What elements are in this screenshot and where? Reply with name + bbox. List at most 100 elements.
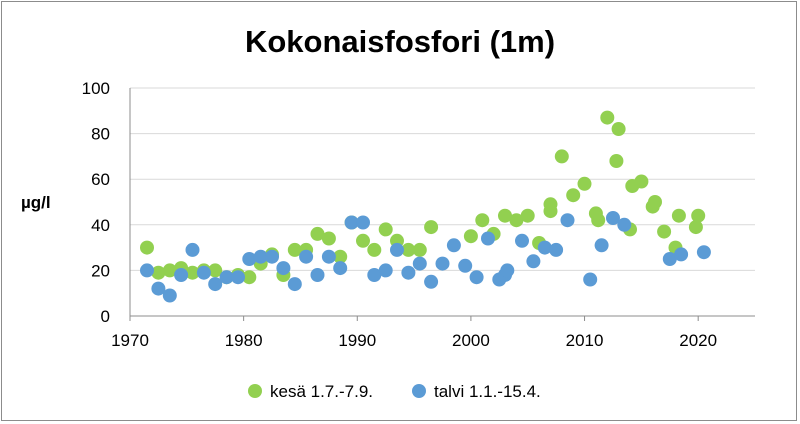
data-point-winter — [219, 270, 234, 285]
data-point-winter — [196, 265, 211, 280]
y-tick-label: 20 — [91, 261, 110, 280]
data-point-summer — [520, 208, 535, 223]
data-point-winter — [435, 256, 450, 271]
data-point-summer — [242, 270, 257, 285]
data-point-summer — [609, 154, 624, 168]
data-point-summer — [591, 213, 606, 228]
legend-label-summer: kesä 1.7.-7.9. — [270, 382, 373, 401]
data-point-winter — [321, 249, 336, 264]
data-point-winter — [446, 238, 461, 253]
x-tick-label: 1970 — [111, 331, 149, 350]
x-tick-label: 2020 — [679, 331, 717, 350]
x-tick-label: 2000 — [452, 331, 490, 350]
data-point-summer — [367, 242, 382, 257]
data-point-summer — [208, 263, 223, 278]
data-point-summer — [475, 213, 490, 228]
data-point-winter — [583, 272, 598, 287]
data-point-summer — [140, 240, 154, 255]
data-point-winter — [560, 213, 575, 228]
data-point-winter — [617, 217, 632, 232]
data-point-winter — [276, 261, 291, 276]
data-point-summer — [498, 208, 512, 223]
data-point-winter — [390, 242, 404, 257]
x-tick-label: 2010 — [566, 331, 604, 350]
data-point-winter — [185, 242, 200, 257]
data-point-winter — [151, 281, 166, 296]
data-point-summer — [691, 208, 706, 223]
data-point-winter — [310, 268, 325, 282]
data-point-winter — [401, 265, 416, 280]
data-point-winter — [549, 242, 564, 257]
x-tick-label: 1990 — [338, 331, 376, 350]
data-point-winter — [287, 277, 302, 292]
data-point-winter — [662, 252, 677, 266]
data-point-winter — [481, 231, 495, 246]
data-point-summer — [356, 233, 370, 248]
data-point-winter — [356, 215, 370, 230]
data-point-summer — [577, 176, 592, 191]
data-point-summer — [151, 265, 166, 280]
legend-label-winter: talvi 1.1.-15.4. — [434, 382, 541, 401]
data-point-summer — [566, 188, 581, 203]
data-point-summer — [463, 229, 478, 244]
gridlines — [130, 87, 755, 271]
y-tick-labels: 0 20 40 60 80 100 — [82, 79, 110, 326]
y-tick-label: 100 — [82, 79, 110, 98]
data-point-winter — [231, 270, 245, 285]
y-axis-label: µg/l — [21, 193, 51, 212]
data-point-winter — [344, 215, 359, 230]
y-tick-label: 60 — [91, 170, 110, 189]
data-point-summer — [634, 174, 649, 189]
data-point-summer — [611, 122, 626, 136]
data-point-winter — [606, 211, 620, 225]
y-tick-label: 0 — [101, 307, 110, 326]
chart-title: Kokonaisfosfori (1m) — [245, 24, 555, 59]
data-point-summer — [333, 249, 348, 264]
data-point-winter — [162, 288, 177, 303]
data-point-summer — [543, 197, 558, 212]
data-point-summer — [671, 208, 686, 223]
legend-marker-winter — [412, 384, 426, 398]
data-point-summer — [321, 231, 336, 246]
data-point-summer — [185, 265, 200, 280]
data-point-winter — [412, 256, 427, 271]
data-point-winter — [265, 249, 279, 264]
data-point-winter — [515, 233, 529, 248]
data-point-winter — [367, 268, 382, 282]
data-point-summer — [401, 242, 416, 257]
data-points — [140, 110, 711, 303]
data-point-winter — [526, 254, 541, 269]
data-point-winter — [333, 261, 348, 276]
legend-marker-summer — [248, 384, 262, 398]
data-point-summer — [310, 226, 325, 241]
data-point-summer — [424, 220, 439, 235]
data-point-winter — [424, 274, 439, 289]
x-tick-label: 1980 — [225, 331, 263, 350]
data-point-winter — [242, 252, 257, 266]
data-point-winter — [253, 249, 268, 264]
data-point-summer — [657, 224, 672, 239]
data-point-winter — [299, 249, 314, 264]
data-point-winter — [458, 258, 473, 273]
data-point-summer — [378, 222, 393, 237]
data-point-summer — [554, 149, 569, 164]
data-point-winter — [378, 263, 393, 278]
data-point-winter — [500, 263, 515, 278]
legend: kesä 1.7.-7.9. talvi 1.1.-15.4. — [248, 382, 541, 401]
data-point-winter — [674, 247, 689, 262]
y-tick-label: 40 — [91, 216, 110, 235]
data-point-winter — [696, 245, 711, 260]
data-point-winter — [208, 277, 223, 292]
y-tick-label: 80 — [91, 125, 110, 144]
data-point-summer — [162, 263, 177, 278]
series-winter — [140, 211, 711, 303]
data-point-summer — [688, 220, 703, 235]
axes — [129, 88, 755, 321]
data-point-winter — [537, 240, 552, 255]
data-point-summer — [600, 110, 615, 125]
data-point-winter — [594, 238, 609, 253]
data-point-summer — [648, 195, 662, 209]
data-point-summer — [287, 242, 302, 257]
